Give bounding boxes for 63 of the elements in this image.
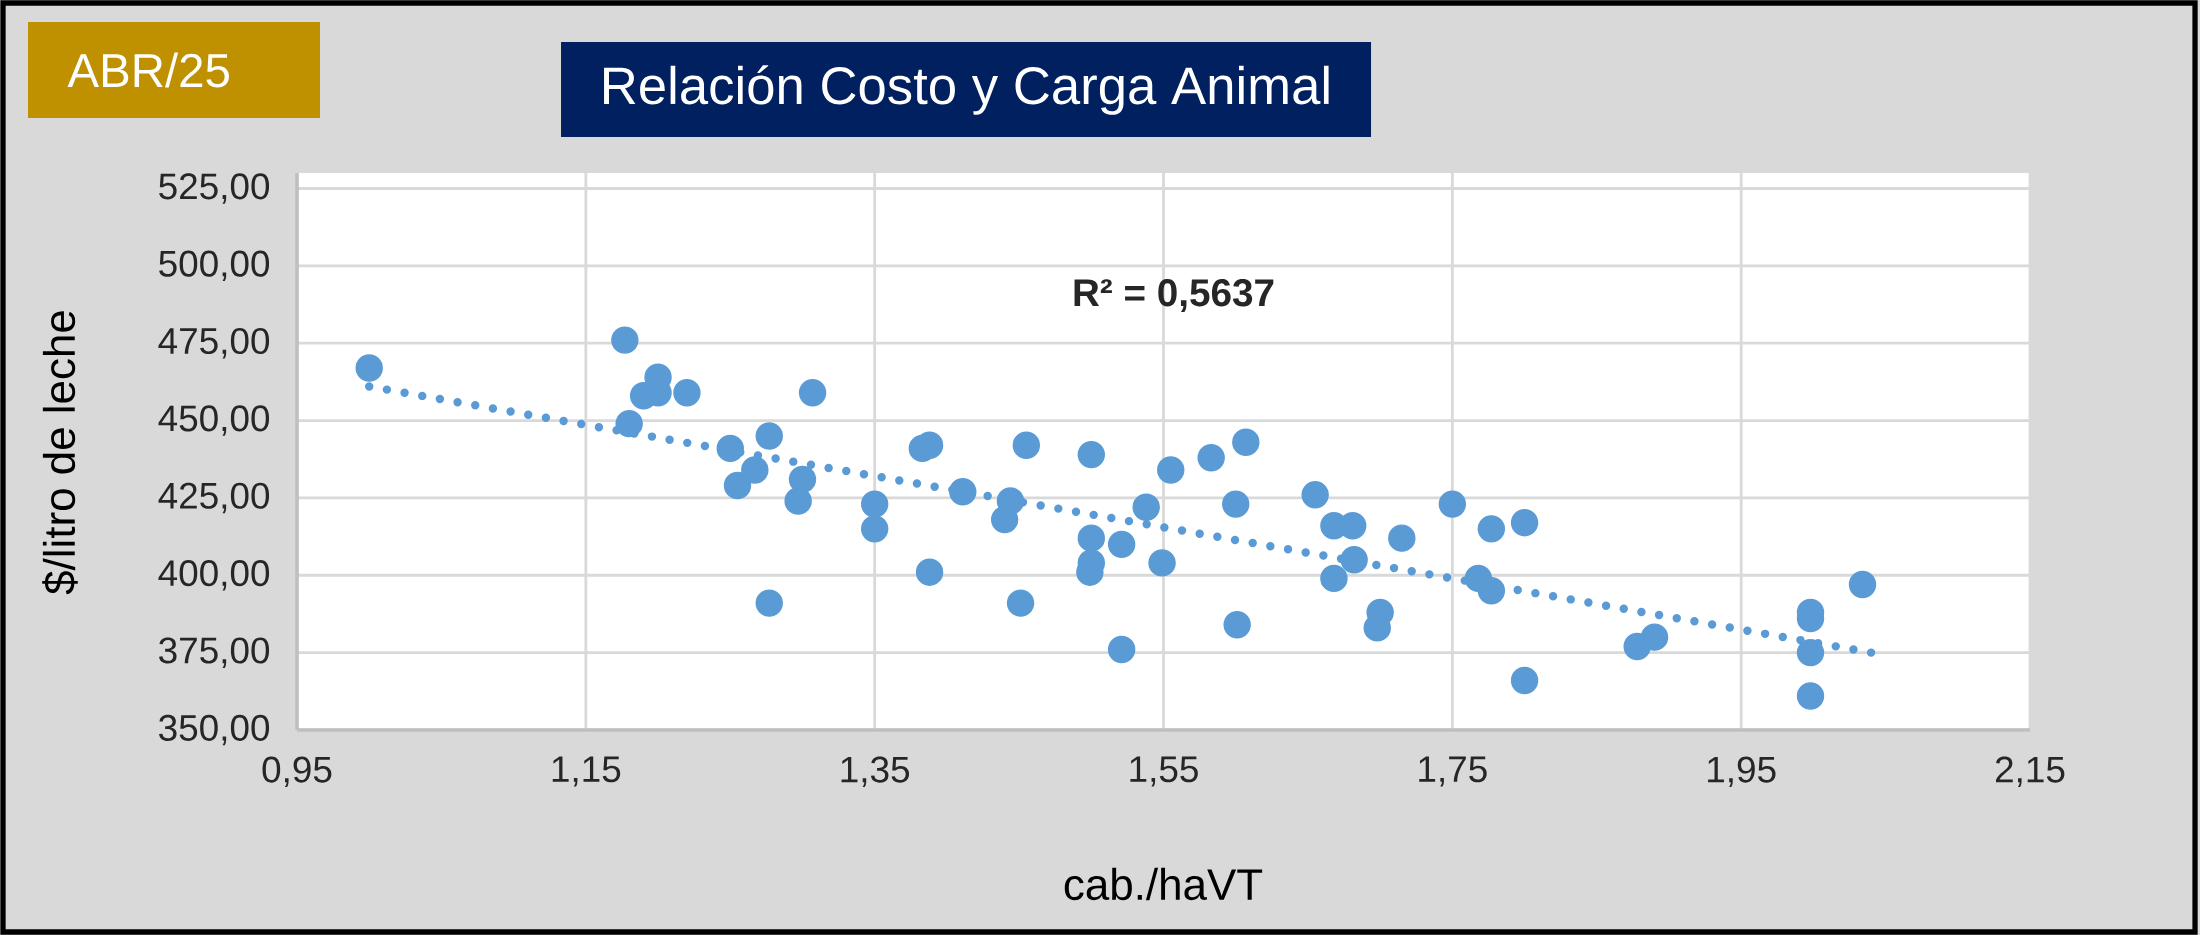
point [1340, 546, 1368, 574]
point [1510, 508, 1539, 537]
point [1640, 623, 1669, 651]
point [1077, 524, 1106, 552]
point [1301, 481, 1329, 509]
point [615, 409, 643, 438]
x-tick-label: 1,55 [1130, 756, 1198, 787]
point [798, 378, 827, 407]
point [860, 515, 889, 543]
point [1848, 570, 1877, 599]
point [673, 378, 701, 407]
point [723, 471, 752, 500]
point [784, 487, 812, 515]
point [755, 589, 783, 617]
x-tick-label: 1,95 [1708, 756, 1776, 787]
y-tick-label: 475,00 [158, 327, 270, 359]
point [1197, 443, 1225, 472]
y-tick-label: 400,00 [158, 560, 270, 591]
y-tick-label: 425,00 [158, 482, 270, 514]
point [1077, 440, 1106, 469]
point [355, 354, 383, 382]
point [915, 558, 944, 586]
y-tick-label: 500,00 [159, 250, 270, 282]
point [1796, 638, 1825, 667]
x-axis-title: cab./haVT [1064, 867, 1263, 901]
point [1107, 635, 1136, 664]
point [1438, 490, 1467, 518]
x-tick-label: 1,75 [1419, 756, 1487, 787]
x-tick-label: 2,15 [1995, 756, 2065, 787]
chart-subtitle: ABR/25 [67, 52, 229, 88]
x-tick-label: 1,15 [552, 756, 621, 787]
point [1132, 493, 1160, 521]
point [1107, 530, 1136, 559]
y-tick-label: 450,00 [158, 405, 270, 436]
point [1477, 515, 1506, 543]
y-tick-label: 350,00 [159, 714, 270, 746]
point [1148, 549, 1176, 577]
point [611, 326, 639, 354]
point [1796, 682, 1825, 710]
point [1320, 564, 1348, 593]
point [788, 465, 817, 494]
y-axis-title: $/litro de leche [42, 311, 78, 595]
point [1006, 589, 1035, 617]
point [1232, 428, 1260, 456]
x-tick-label: 1,35 [841, 756, 910, 787]
point [1223, 611, 1251, 639]
point [1388, 524, 1416, 552]
point [1222, 490, 1250, 518]
point [741, 456, 769, 484]
point [1510, 666, 1539, 695]
point [949, 478, 977, 506]
point [716, 434, 744, 463]
chart-title: Relación Costo y Carga Animal [604, 65, 1329, 115]
point [755, 422, 783, 450]
y-tick-label: 525,00 [159, 173, 270, 204]
point [996, 487, 1025, 515]
y-tick-label: 375,00 [159, 637, 270, 668]
annotation: R² = 0,5637 [1074, 279, 1274, 313]
point [860, 490, 889, 518]
point [1012, 431, 1041, 460]
point [1157, 456, 1185, 484]
point [1477, 577, 1506, 605]
x-tick-label: 0,95 [262, 756, 332, 787]
